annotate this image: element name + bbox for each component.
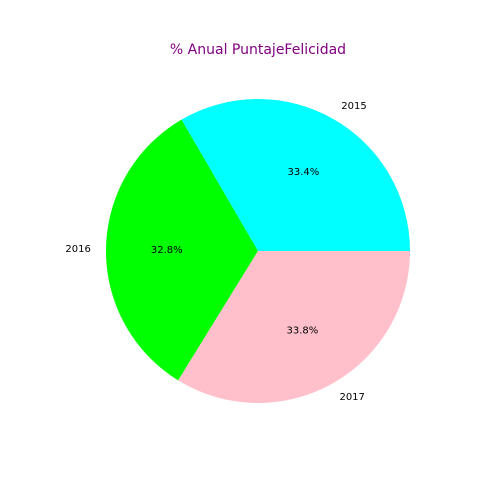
slice-category-label: 2016: [65, 244, 90, 255]
slice-category-label: 2017: [339, 392, 364, 403]
slice-category-label: 2015: [341, 101, 366, 112]
chart-title: % Anual PuntajeFelicidad: [170, 42, 346, 58]
slice-percent-label: 33.4%: [288, 167, 320, 178]
slice-percent-label: 32.8%: [151, 245, 183, 256]
slice-percent-label: 33.8%: [287, 326, 319, 337]
